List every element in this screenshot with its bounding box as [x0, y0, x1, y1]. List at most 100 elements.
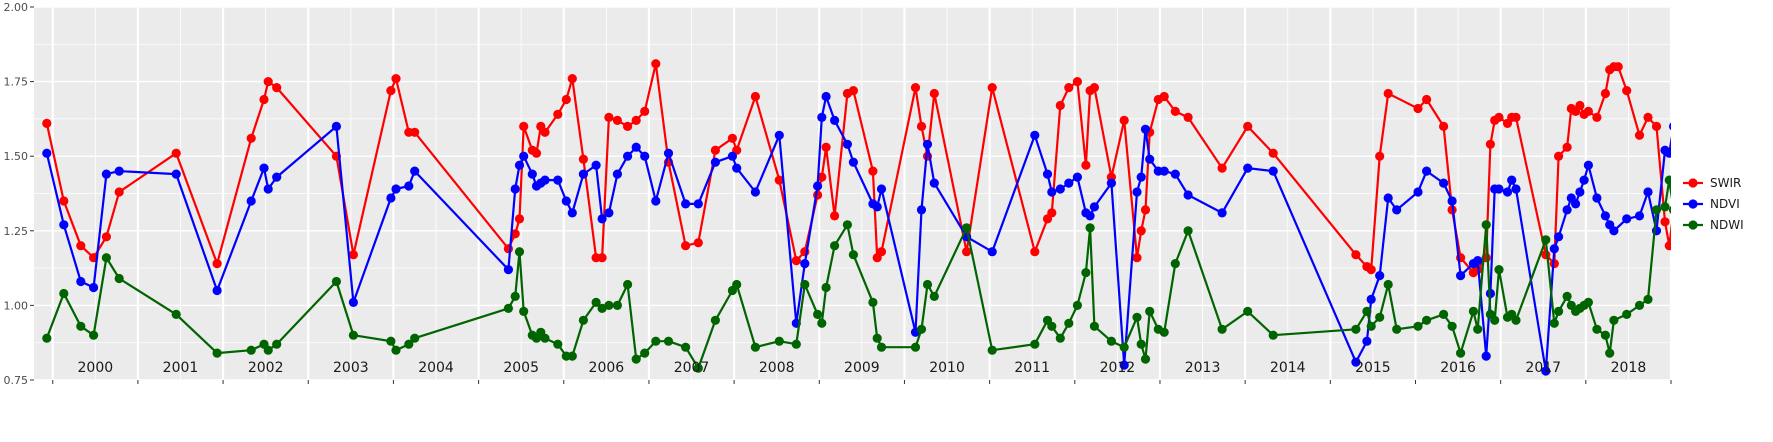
ndwi-point	[386, 336, 396, 346]
ndwi-point	[681, 342, 691, 352]
ndvi-point	[1145, 154, 1155, 164]
y-tick-label: 0.75	[4, 374, 29, 387]
ndvi-point	[830, 115, 840, 125]
ndvi-point	[623, 151, 633, 161]
ndvi-point	[663, 148, 674, 158]
ndvi-point	[1366, 294, 1376, 304]
swir-point	[531, 148, 542, 158]
ndwi-point	[1699, 331, 1708, 340]
swir-point	[1030, 247, 1040, 257]
ndwi-point	[872, 333, 882, 343]
ndvi-point	[1720, 253, 1729, 262]
swir-point	[171, 148, 181, 158]
ndvi-point	[732, 163, 742, 173]
ndvi-point	[1473, 256, 1483, 266]
ndwi-point	[868, 297, 878, 307]
swir-point	[1183, 112, 1193, 122]
ndwi-point	[553, 339, 563, 349]
swir-point	[410, 127, 420, 137]
ndvi-point	[612, 169, 623, 179]
swir-point	[1703, 98, 1712, 107]
ndvi-point	[1042, 169, 1053, 179]
ndwi-point	[791, 339, 801, 349]
ndwi-point	[830, 241, 840, 251]
swir-point	[868, 166, 878, 176]
ndvi-point	[1375, 271, 1385, 281]
year-label: 2010	[929, 360, 965, 376]
ndvi-point	[1422, 166, 1432, 176]
ndvi-point	[1119, 360, 1129, 370]
swir-point	[830, 211, 840, 221]
ndvi-point	[848, 157, 859, 167]
ndvi-point	[514, 160, 525, 170]
swir-point	[604, 112, 614, 122]
swir-point	[1047, 208, 1057, 218]
ndwi-point	[1549, 318, 1559, 328]
ndvi-point	[1217, 208, 1227, 218]
ndwi-point	[591, 297, 601, 307]
swir-point	[1366, 265, 1376, 275]
ndwi-point	[1362, 306, 1372, 316]
ndvi-point	[410, 166, 420, 176]
ndvi-point	[553, 175, 563, 185]
ndwi-point	[1729, 274, 1738, 283]
ndwi-point	[1140, 354, 1151, 364]
ndwi-point	[331, 276, 341, 287]
swir-point	[821, 142, 831, 152]
swir-point	[101, 232, 111, 242]
ndwi-point	[929, 291, 939, 301]
ndvi-point	[1707, 295, 1716, 304]
ndwi-point	[1703, 334, 1712, 343]
swir-point	[1575, 100, 1585, 111]
ndwi-point	[663, 336, 674, 346]
swir-point	[1720, 164, 1729, 173]
swir-point	[519, 121, 529, 131]
swir-point	[929, 88, 939, 99]
swir-point	[1673, 190, 1682, 199]
ndwi-point	[821, 282, 831, 293]
ndwi-point	[916, 324, 927, 334]
swir-point	[503, 244, 513, 254]
ndvi-point	[1047, 187, 1057, 197]
ndvi-point	[1549, 244, 1559, 254]
swir-point	[1651, 121, 1662, 131]
swir-point	[567, 74, 577, 84]
swir-point	[259, 94, 269, 105]
ndwi-point	[693, 363, 703, 373]
ndwi-point	[348, 330, 358, 340]
ndwi-point	[212, 348, 222, 358]
swir-point	[1132, 253, 1142, 263]
ndwi-point	[651, 336, 661, 346]
ndwi-point	[710, 315, 721, 325]
y-tick-label: 2.00	[4, 1, 29, 14]
ndwi-point	[503, 303, 513, 313]
swir-point	[1089, 83, 1099, 93]
ndvi-point	[929, 178, 939, 188]
ndvi-point	[527, 169, 537, 179]
ndvi-point	[813, 181, 823, 191]
ndwi-point	[1085, 223, 1095, 233]
swir-point	[1634, 130, 1645, 140]
year-label: 2017	[1525, 360, 1561, 376]
ndwi-point	[1600, 330, 1610, 340]
swir-point	[848, 86, 859, 96]
ndvi-point	[212, 285, 222, 296]
ndwi-point	[1106, 336, 1116, 346]
swir-point	[1690, 119, 1699, 128]
ndwi-point	[962, 223, 972, 233]
swir-point	[1422, 94, 1432, 105]
swir-point	[1072, 77, 1082, 87]
legend: SWIR NDVI NDWI	[1683, 176, 1744, 232]
swir-point	[651, 59, 661, 69]
ndvi-point	[272, 172, 282, 182]
swir-point	[710, 145, 721, 155]
year-label: 2012	[1100, 360, 1136, 376]
y-tick-label: 1.75	[4, 76, 29, 89]
swir-point	[1660, 217, 1670, 227]
ndwi-point	[1660, 202, 1670, 212]
year-label: 2008	[759, 360, 795, 376]
ndvi-point	[1481, 351, 1491, 361]
ndvi-point	[1592, 193, 1602, 203]
ndwi-point	[1690, 298, 1699, 307]
